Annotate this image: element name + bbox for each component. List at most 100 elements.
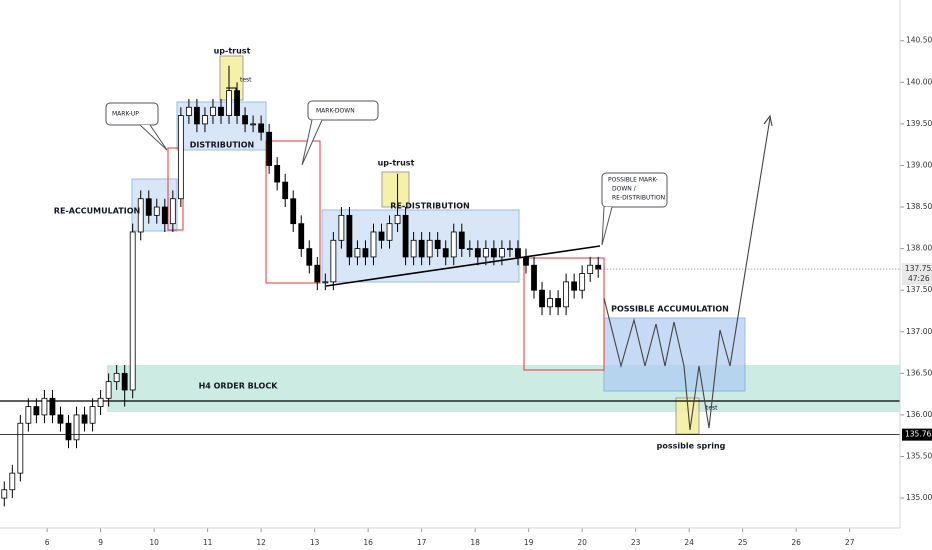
candle-body xyxy=(73,414,80,441)
candle-body xyxy=(97,397,104,408)
x-tick-label: 13 xyxy=(310,538,320,547)
candle-body xyxy=(474,248,481,258)
candle-body xyxy=(346,214,353,258)
candle-body xyxy=(306,248,313,266)
x-tick-label: 18 xyxy=(470,538,480,547)
callout xyxy=(601,172,668,208)
arrow-head xyxy=(763,114,773,127)
candle-body xyxy=(563,281,570,308)
candle-body xyxy=(426,239,433,258)
candle-body xyxy=(322,281,329,284)
candle-body xyxy=(194,106,200,125)
y-tick-label: 138.500 xyxy=(906,202,932,211)
callout xyxy=(307,100,379,121)
candle-body xyxy=(330,239,337,283)
x-tick-label: 9 xyxy=(98,538,103,547)
candle-body xyxy=(571,281,578,291)
candle-body xyxy=(250,123,256,126)
candle-body xyxy=(234,90,240,116)
candle-body xyxy=(129,231,136,391)
price-tag-label: 135.763 xyxy=(905,430,932,439)
candle-body xyxy=(218,106,224,116)
candle-body xyxy=(490,248,497,258)
x-tick-label: 27 xyxy=(845,538,855,547)
candle-body xyxy=(539,289,545,308)
candle-body xyxy=(595,264,602,270)
countdown-label: 47:26 xyxy=(908,274,930,283)
annotation: up-trust xyxy=(378,159,415,168)
annotation: MARK-UP xyxy=(112,111,139,118)
callout-pointer xyxy=(139,124,168,151)
last-price-tag xyxy=(902,263,932,286)
candle-body xyxy=(410,239,417,258)
candle-body xyxy=(531,264,537,291)
candle-body xyxy=(137,198,144,233)
x-tick-label: 24 xyxy=(684,538,694,547)
candle-body xyxy=(113,372,120,383)
drawings-top xyxy=(0,0,901,529)
x-tick-label: 26 xyxy=(791,538,801,547)
candles xyxy=(1,65,602,507)
candle-body xyxy=(354,248,361,258)
candle-body xyxy=(145,198,152,216)
annotation: RE-DISTRIBUTION xyxy=(612,195,665,202)
candle-body xyxy=(226,90,232,116)
annotation: POSSIBLE MARK- xyxy=(608,177,658,184)
y-tick-label: 137.000 xyxy=(906,327,932,336)
candle-body xyxy=(547,298,553,308)
candle-body xyxy=(338,214,345,241)
candle-body xyxy=(466,248,473,251)
y-tick-label: 140.000 xyxy=(906,77,932,86)
annotation: RE-ACCUMULATION xyxy=(54,207,140,216)
trend-line xyxy=(325,245,601,287)
candle-body xyxy=(434,239,441,250)
candle-body xyxy=(210,106,216,116)
candle-body xyxy=(314,264,321,283)
candle-body xyxy=(161,206,168,225)
candle-body xyxy=(386,223,393,241)
candle-body xyxy=(258,123,265,133)
candle-body xyxy=(1,489,8,499)
candle-body xyxy=(9,472,16,491)
candle-body xyxy=(555,298,561,308)
drawings xyxy=(0,55,900,435)
annotation: test xyxy=(240,77,252,84)
annotation: H4 ORDER BLOCK xyxy=(199,382,279,391)
x-tick-label: 19 xyxy=(524,538,534,547)
candle-body xyxy=(515,248,521,258)
candle-body xyxy=(266,131,273,166)
candle-body xyxy=(169,198,176,225)
candle-body xyxy=(57,414,64,424)
candle-body xyxy=(442,248,449,258)
annotation: DISTRIBUTION xyxy=(190,141,255,150)
candle-body xyxy=(65,422,72,441)
candle-body xyxy=(49,397,56,416)
y-tick-label: 139.500 xyxy=(906,119,932,128)
y-tick-label: 140.500 xyxy=(906,36,932,45)
candle-body xyxy=(202,115,208,125)
x-tick-label: 25 xyxy=(738,538,748,547)
annotation: possible spring xyxy=(657,442,726,451)
candle-body xyxy=(185,106,192,116)
x-tick-label: 23 xyxy=(631,538,641,547)
candle-body xyxy=(89,406,96,424)
markdown-box xyxy=(265,140,321,284)
annotation: up-trust xyxy=(214,47,251,56)
y-tick-label: 135.500 xyxy=(906,451,932,460)
candle-body xyxy=(394,214,401,225)
candle-body xyxy=(402,214,409,258)
candle-body xyxy=(274,165,281,183)
last-price-label: 137.753 xyxy=(905,264,932,273)
y-tick-label: 138.000 xyxy=(906,244,932,253)
candle-body xyxy=(362,248,369,258)
candle-body xyxy=(121,372,128,391)
order-block-zone xyxy=(107,365,900,412)
candle-body xyxy=(25,406,32,424)
candle-body xyxy=(523,256,529,266)
uptrust-box xyxy=(381,171,410,208)
candle-body xyxy=(507,248,513,251)
y-tick-label: 139.000 xyxy=(906,160,932,169)
callout-pointer xyxy=(301,119,323,166)
annotation: MARK-DOWN xyxy=(316,108,355,115)
